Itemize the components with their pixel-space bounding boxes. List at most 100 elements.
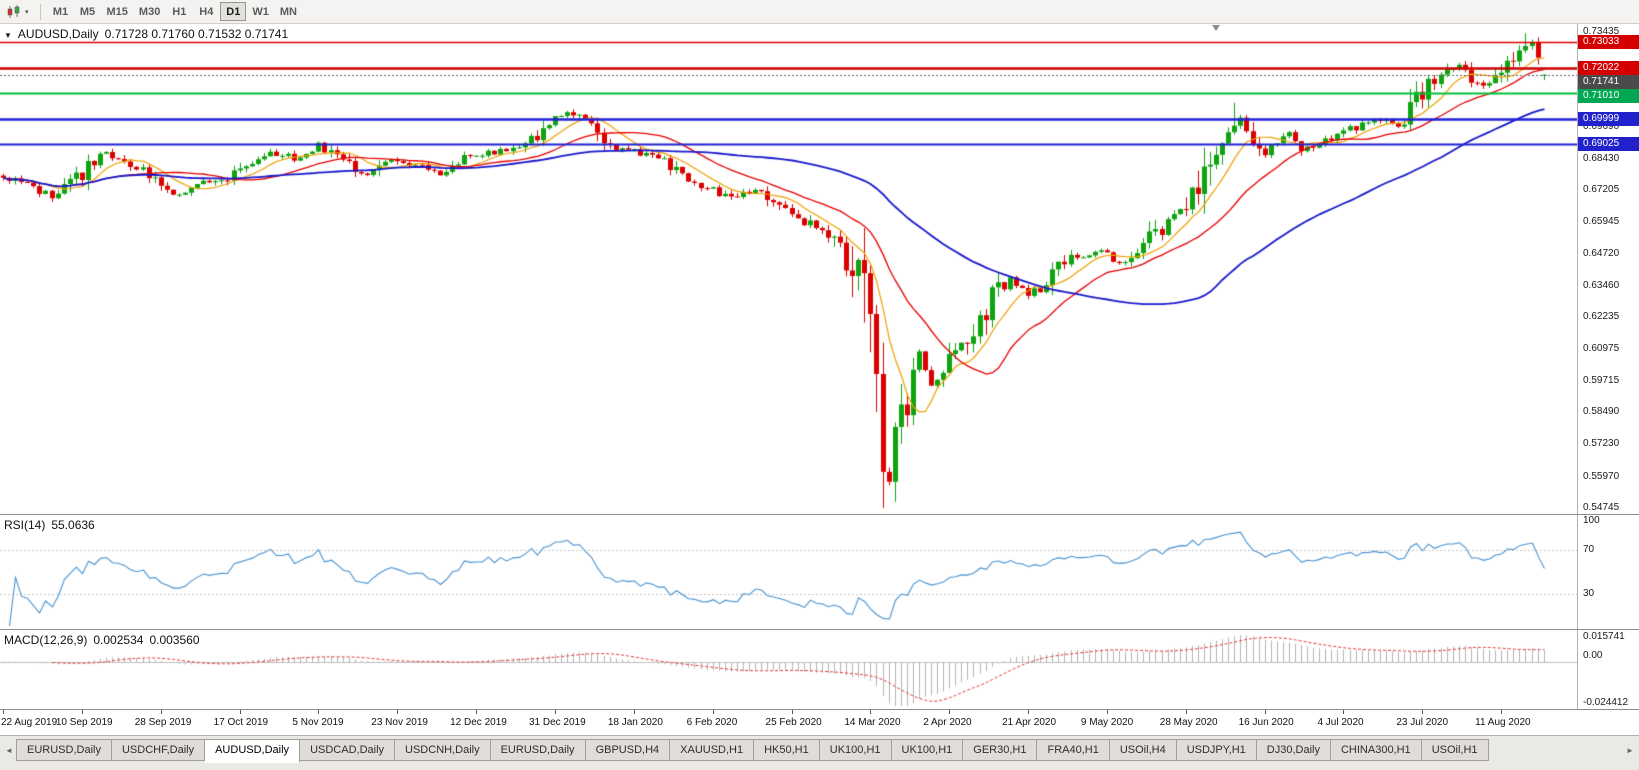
timeframe-button-m1[interactable]: M1 xyxy=(52,5,69,18)
chart-tab-usdjpy-h1[interactable]: USDJPY,H1 xyxy=(1176,739,1257,761)
time-axis-tick xyxy=(870,710,871,714)
timeframe-button-d1[interactable]: D1 xyxy=(220,2,247,21)
chart-tab-eurusd-daily[interactable]: EURUSD,Daily xyxy=(490,739,586,761)
time-axis-label: 23 Nov 2019 xyxy=(371,717,428,728)
macd-indicator-panel: 0.015741 0.00 -0.024412 MACD(12,26,9) 0.00… xyxy=(0,629,1639,709)
price-level-badge: 0.73033 xyxy=(1578,34,1639,49)
time-axis-tick xyxy=(713,710,714,714)
time-axis-label: 11 Aug 2020 xyxy=(1475,717,1531,728)
price-level-badge: 0.71010 xyxy=(1578,88,1639,103)
price-level-badge: 0.69025 xyxy=(1578,136,1639,151)
time-axis[interactable]: 22 Aug 2019 10 Sep 2019 28 Sep 2019 17 Oct … xyxy=(0,709,1639,735)
time-axis-label: 2 Apr 2020 xyxy=(923,717,972,728)
price-axis-label: 0.68430 xyxy=(1583,153,1620,165)
rsi-axis-label: 100 xyxy=(1583,515,1600,526)
time-axis-label: 14 Mar 2020 xyxy=(844,717,901,728)
time-axis-tick xyxy=(82,710,83,714)
time-axis-label: 22 Aug 2019 xyxy=(1,717,58,728)
timeframe-button-h1[interactable]: H1 xyxy=(172,5,187,18)
chart-tab-china300-h1[interactable]: CHINA300,H1 xyxy=(1330,739,1422,761)
chart-shift-marker[interactable] xyxy=(1212,25,1220,31)
chart-tab-uk100-h1[interactable]: UK100,H1 xyxy=(819,739,892,761)
timeframe-button-w1[interactable]: W1 xyxy=(252,5,269,18)
chart-ohlc-values: 0.71728 0.71760 0.71532 0.71741 xyxy=(104,27,289,41)
chart-tab-bar: ◄ EURUSD,Daily USDCHF,Daily AUDUSD,Daily US… xyxy=(0,735,1639,770)
price-axis-label: 0.64720 xyxy=(1583,247,1620,259)
chart-tab-ger30-h1[interactable]: GER30,H1 xyxy=(963,739,1038,761)
price-axis-label: 0.59715 xyxy=(1583,375,1620,387)
price-axis-label: 0.57230 xyxy=(1583,438,1620,450)
timeframe-button-h4[interactable]: H4 xyxy=(199,5,214,18)
macd-axis-label: -0.024412 xyxy=(1583,697,1629,708)
macd-signal-value: 0.003560 xyxy=(149,633,200,647)
chart-tab-usoil-h1[interactable]: USOil,H1 xyxy=(1421,739,1489,761)
price-axis-label: 0.73435 xyxy=(1583,25,1620,37)
time-axis-tick xyxy=(240,710,241,714)
rsi-canvas[interactable] xyxy=(0,515,1577,629)
timeframe-button-m5[interactable]: M5 xyxy=(79,5,96,18)
time-axis-label: 9 May 2020 xyxy=(1080,717,1134,728)
chart-tab-usdcad-daily[interactable]: USDCAD,Daily xyxy=(300,739,396,761)
rsi-axis-label: 30 xyxy=(1583,587,1595,599)
rsi-indicator-name: RSI(14) xyxy=(4,518,46,532)
candlestick-icon xyxy=(7,4,20,18)
chart-tab-audusd-daily[interactable]: AUDUSD,Daily xyxy=(205,739,301,763)
rsi-axis-label: 70 xyxy=(1583,544,1595,556)
macd-label-bar: MACD(12,26,9) 0.002534 0.003560 xyxy=(4,633,200,647)
time-axis-label: 28 Sep 2019 xyxy=(134,717,192,728)
toolbar-separator xyxy=(39,3,41,20)
time-axis-tick xyxy=(1186,710,1187,714)
price-axis-label: 0.54745 xyxy=(1583,501,1620,513)
time-axis-tick xyxy=(476,710,477,714)
timeframe-button-m30[interactable]: M30 xyxy=(138,5,161,18)
macd-axis-label: 0.00 xyxy=(1583,649,1603,661)
time-axis-tick xyxy=(1501,710,1502,714)
price-axis-label: 0.55970 xyxy=(1583,470,1620,482)
time-axis-tick xyxy=(1028,710,1029,714)
time-axis-tick xyxy=(397,710,398,714)
chart-tab-uk100-h1[interactable]: UK100,H1 xyxy=(891,739,964,761)
price-level-badge: 0.72022 xyxy=(1578,60,1639,75)
chart-tab-eurusd-daily[interactable]: EURUSD,Daily xyxy=(16,739,112,761)
time-axis-label: 28 May 2020 xyxy=(1159,717,1218,728)
time-axis-tick xyxy=(555,710,556,714)
timeframe-button-m15[interactable]: M15 xyxy=(106,5,128,18)
price-axis-label: 0.65945 xyxy=(1583,216,1620,228)
time-axis-tick xyxy=(161,710,162,714)
chart-symbol-label: AUDUSD,Daily xyxy=(17,27,99,41)
rsi-axis[interactable]: 100 70 30 xyxy=(1577,515,1639,629)
time-axis-label: 10 Sep 2019 xyxy=(55,717,113,728)
tabs-scroll-left-icon[interactable]: ◄ xyxy=(5,745,13,755)
chart-tab-usdcnh-daily[interactable]: USDCNH,Daily xyxy=(395,739,491,761)
time-axis-tick xyxy=(3,710,4,714)
price-axis-label: 0.63460 xyxy=(1583,279,1620,291)
chart-tab-fra40-h1[interactable]: FRA40,H1 xyxy=(1037,739,1110,761)
timeframe-toolbar: ▾ M1 M5 M15 M30 H1 H4 D1 W1 MN xyxy=(0,0,1639,24)
time-axis-label: 12 Dec 2019 xyxy=(450,717,507,728)
macd-canvas[interactable] xyxy=(0,630,1577,709)
chart-type-icon[interactable] xyxy=(5,4,23,20)
price-level-badge: 0.69999 xyxy=(1578,112,1639,127)
chart-type-dropdown-icon[interactable]: ▾ xyxy=(25,8,29,16)
chart-area: 0.73435 0.69690 0.68430 0.67205 0.65945 0.647… xyxy=(0,24,1639,735)
chart-tab-xauusd-h1[interactable]: XAUUSD,H1 xyxy=(670,739,755,761)
time-axis-tick xyxy=(318,710,319,714)
chart-tab-usdchf-daily[interactable]: USDCHF,Daily xyxy=(111,739,206,761)
price-chart-canvas[interactable] xyxy=(0,24,1577,514)
time-axis-tick xyxy=(1107,710,1108,714)
time-axis-label: 23 Jul 2020 xyxy=(1396,717,1449,728)
time-axis-label: 6 Feb 2020 xyxy=(686,717,738,728)
tabs-scroll-right-icon[interactable]: ► xyxy=(1626,745,1634,755)
chart-tab-hk50-h1[interactable]: HK50,H1 xyxy=(754,739,820,761)
chart-tab-usoil-h4[interactable]: USOil,H4 xyxy=(1109,739,1177,761)
symbol-dropdown-icon[interactable]: ▼ xyxy=(4,31,12,40)
chart-tab-gbpusd-h4[interactable]: GBPUSD,H4 xyxy=(585,739,671,761)
main-chart-panel: 0.73435 0.69690 0.68430 0.67205 0.65945 0.647… xyxy=(0,24,1639,514)
time-axis-label: 17 Oct 2019 xyxy=(213,717,269,728)
price-axis[interactable]: 0.73435 0.69690 0.68430 0.67205 0.65945 0.647… xyxy=(1577,24,1639,514)
chart-tab-dj30-daily[interactable]: DJ30,Daily xyxy=(1256,739,1331,761)
macd-axis[interactable]: 0.015741 0.00 -0.024412 xyxy=(1577,630,1639,709)
timeframe-button-mn[interactable]: MN xyxy=(279,5,297,18)
time-axis-tick xyxy=(949,710,950,714)
macd-main-value: 0.002534 xyxy=(93,633,144,647)
